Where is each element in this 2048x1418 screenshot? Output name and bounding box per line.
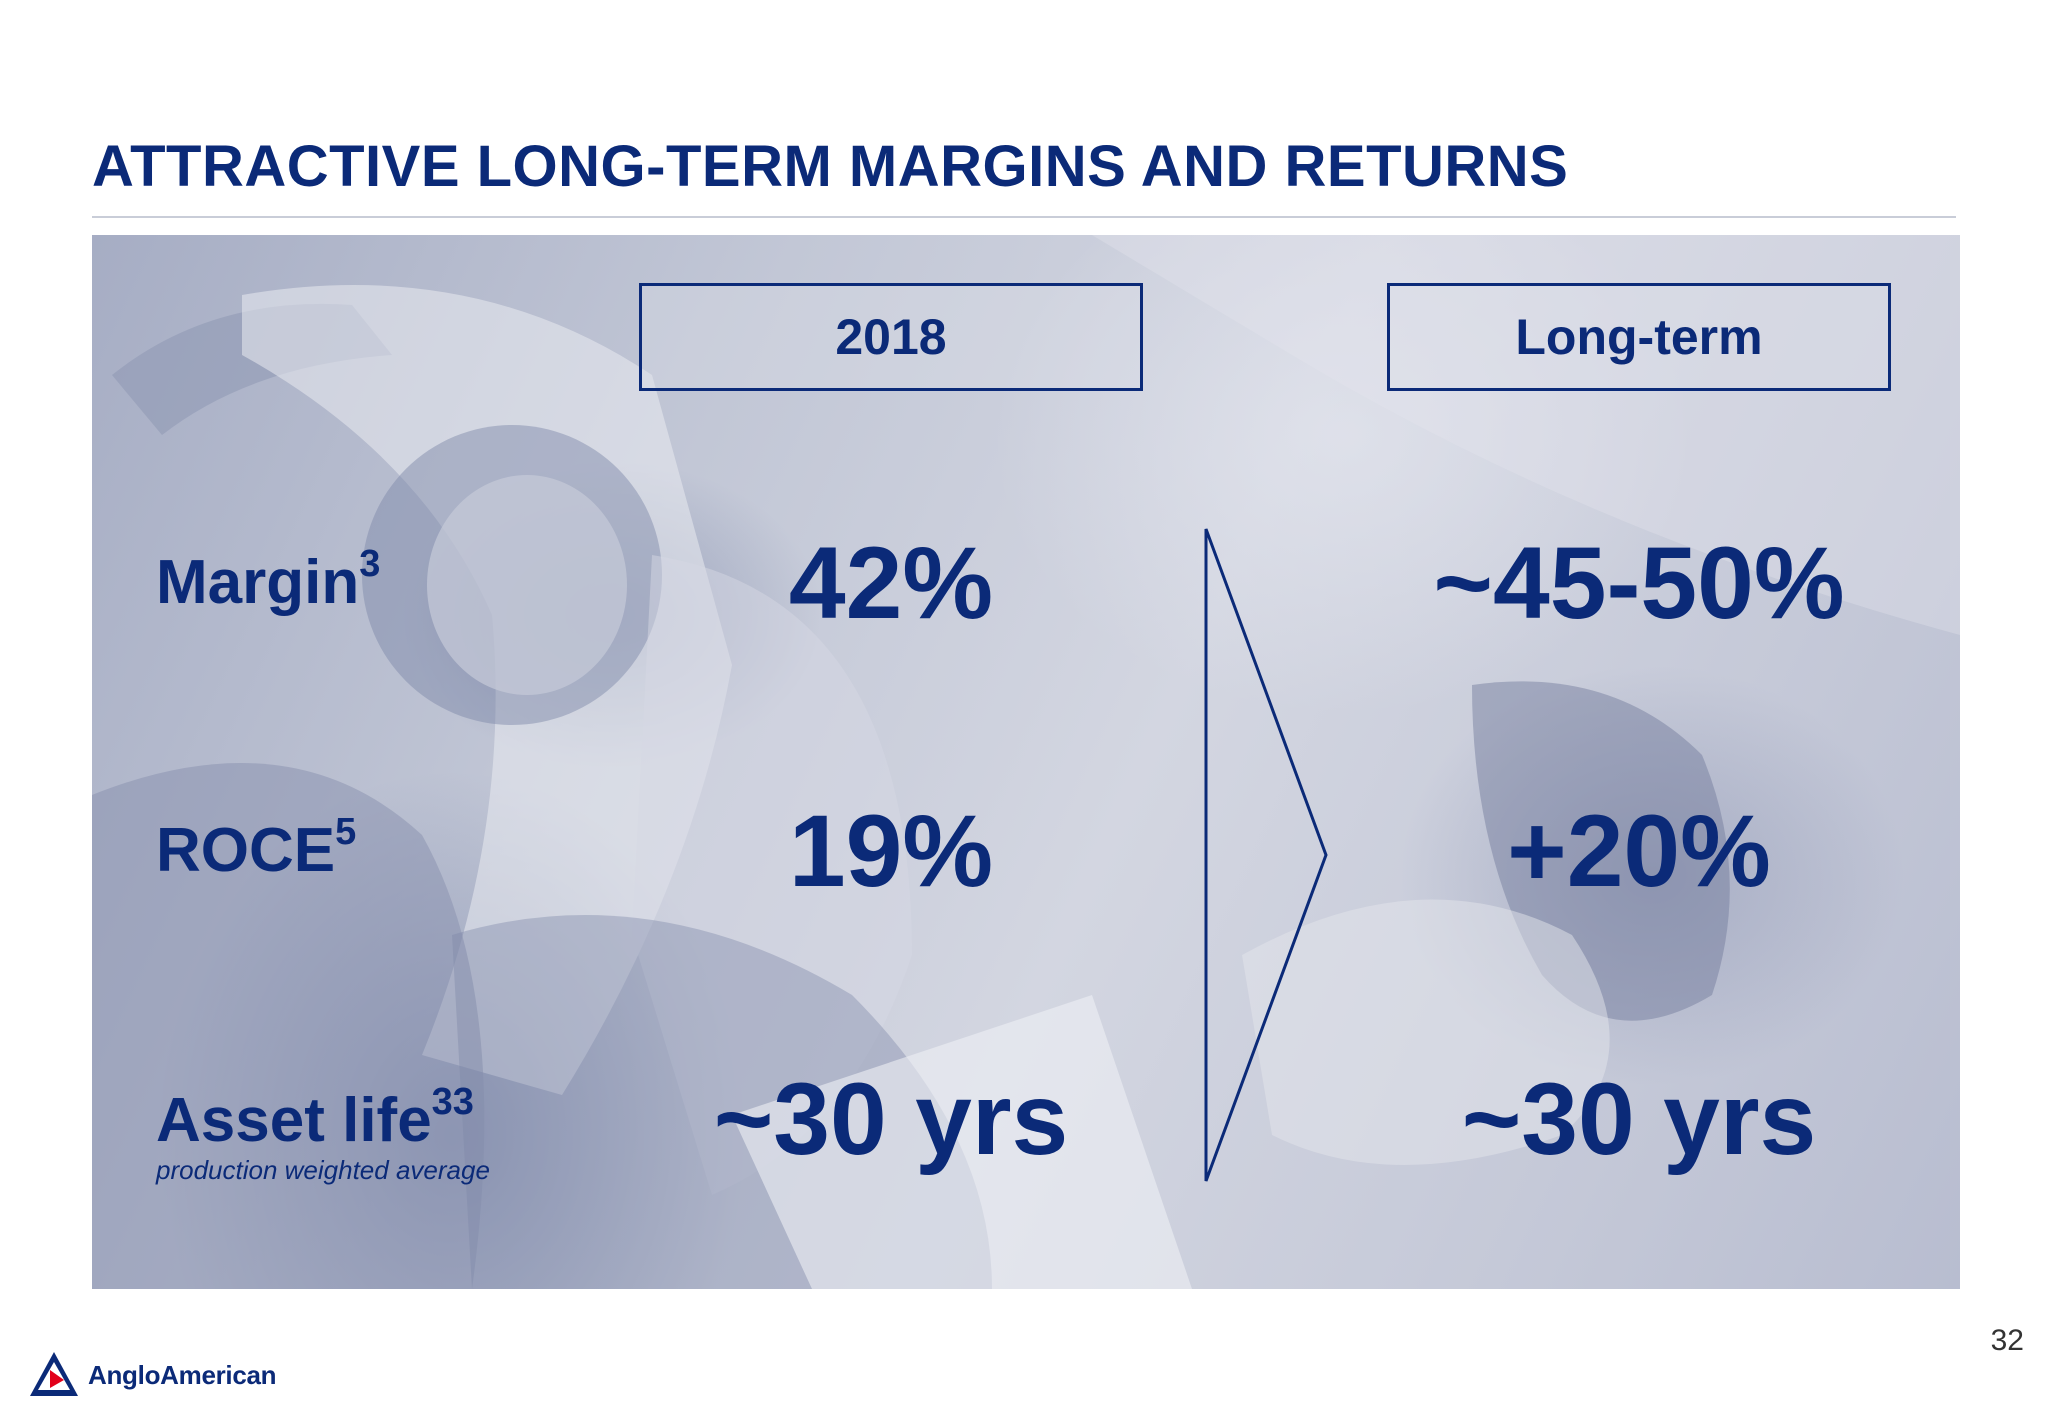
margin-long-term-value: ~45-50% — [1433, 526, 1845, 640]
title-divider — [92, 216, 1956, 218]
asset-life-2018-value: ~30 yrs — [713, 1062, 1069, 1176]
chevron-right-icon — [1204, 528, 1328, 1182]
roce-long-term-value: +20% — [1507, 794, 1771, 908]
row-label-text: Margin — [156, 548, 360, 617]
row-label-margin: Margin3 — [156, 543, 380, 618]
column-header-2018: 2018 — [639, 283, 1143, 391]
logo-wordmark: AngloAmerican — [88, 1359, 277, 1390]
row-label-asset-life: Asset life33 — [156, 1081, 474, 1156]
footnote-ref: 5 — [335, 811, 357, 853]
page-number: 32 — [1990, 1324, 2024, 1357]
asset-life-long-term-value: ~30 yrs — [1461, 1062, 1817, 1176]
row-label-text: Asset life — [156, 1086, 432, 1155]
content-panel: 2018 Long-term Margin3 42% ~45-50% ROCE5… — [92, 235, 1960, 1289]
margin-2018-value: 42% — [788, 526, 994, 640]
company-logo: AngloAmerican — [28, 1350, 277, 1400]
row-label-text: ROCE — [156, 816, 336, 885]
worker-with-helmet-and-visor-icon — [92, 235, 1960, 1289]
anglo-american-logo-icon — [30, 1352, 78, 1396]
row-label-roce: ROCE5 — [156, 811, 356, 886]
footnote-ref: 33 — [431, 1081, 474, 1123]
asset-life-note: production weighted average — [156, 1155, 490, 1185]
column-header-long-term: Long-term — [1387, 283, 1891, 391]
footnote-ref: 3 — [359, 543, 381, 585]
roce-2018-value: 19% — [788, 794, 994, 908]
page-title: ATTRACTIVE LONG-TERM MARGINS AND RETURNS — [92, 134, 1569, 199]
